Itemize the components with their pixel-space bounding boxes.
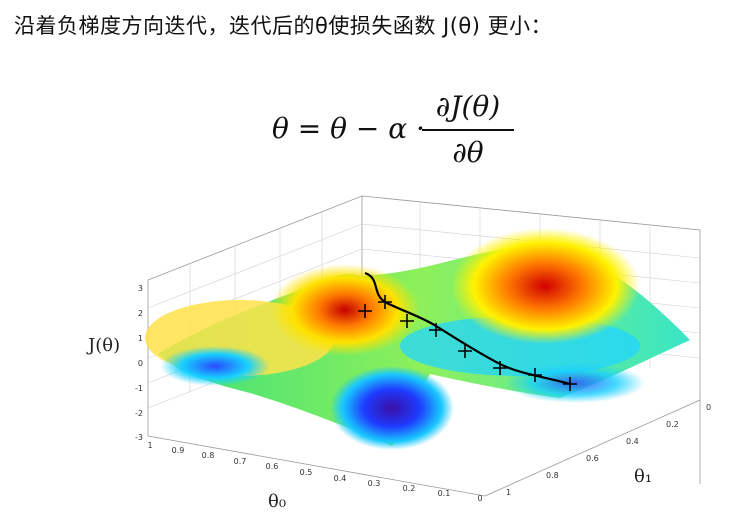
caption-text: 沿着负梯度方向迭代，迭代后的θ使损失函数 J(θ) 更小： (14, 14, 553, 38)
surface-pit-right (505, 363, 645, 403)
y-axis-label: θ₁ (634, 466, 652, 487)
z-tick: -3 (135, 433, 143, 442)
x-tick: 0.7 (234, 457, 247, 466)
path-marker (528, 368, 542, 382)
formula-numerator: ∂J(θ) (435, 90, 501, 123)
x-tick: 0.9 (172, 446, 185, 455)
path-marker (378, 295, 392, 309)
formula-denominator: ∂θ (452, 136, 484, 169)
y-tick: 0.2 (666, 420, 679, 429)
x-tick: 0.1 (438, 489, 451, 498)
surface-pit-left (160, 346, 270, 386)
descent-markers (358, 295, 577, 391)
surface-peak-right (450, 228, 640, 344)
path-marker (493, 361, 507, 375)
gradient-descent-formula: θ = θ − α · ∂J(θ) ∂θ (272, 88, 522, 178)
y-axis-ticks: 0 0.2 0.4 0.6 0.8 1 (506, 403, 711, 497)
y-tick: 0.8 (546, 471, 559, 480)
z-tick: 0 (138, 359, 143, 368)
x-tick: 1 (147, 441, 152, 450)
z-tick: -2 (135, 409, 143, 418)
x-tick: 0 (477, 494, 482, 503)
x-axis-ticks: 1 0.9 0.8 0.7 0.6 0.5 0.4 0.3 0.2 0.1 0 (147, 441, 482, 503)
loss-surface (145, 228, 690, 450)
path-marker (563, 377, 577, 391)
loss-surface-plot: 3 2 1 0 -1 -2 -3 1 0.9 0.8 0.7 0.6 0.5 0… (86, 195, 711, 512)
surface-peak-left (270, 264, 420, 356)
path-marker (358, 304, 372, 318)
path-marker (458, 344, 472, 358)
y-tick: 1 (506, 488, 511, 497)
z-axis-ticks: 3 2 1 0 -1 -2 -3 (135, 284, 143, 442)
descent-path (358, 271, 577, 391)
path-marker (429, 323, 443, 337)
z-tick: -1 (135, 384, 143, 393)
formula-lhs: θ = θ − α · (272, 112, 425, 145)
x-tick: 0.5 (300, 468, 313, 477)
y-tick: 0.4 (626, 437, 639, 446)
y-tick: 0.6 (586, 454, 599, 463)
x-tick: 0.3 (368, 479, 381, 488)
formula-fraction: ∂J(θ) ∂θ (422, 88, 514, 172)
x-axis-label: θ₀ (268, 491, 286, 512)
z-axis-label: J(θ) (86, 335, 120, 356)
path-marker (400, 314, 414, 328)
x-tick: 0.2 (403, 484, 416, 493)
x-tick: 0.6 (266, 462, 279, 471)
z-tick: 3 (138, 284, 143, 293)
fraction-bar (422, 129, 514, 131)
y-tick: 0 (706, 403, 711, 412)
x-tick: 0.8 (202, 451, 215, 460)
x-tick: 0.4 (334, 474, 347, 483)
surface-pit-main (330, 366, 454, 450)
z-tick: 2 (138, 309, 143, 318)
z-tick: 1 (138, 334, 143, 343)
